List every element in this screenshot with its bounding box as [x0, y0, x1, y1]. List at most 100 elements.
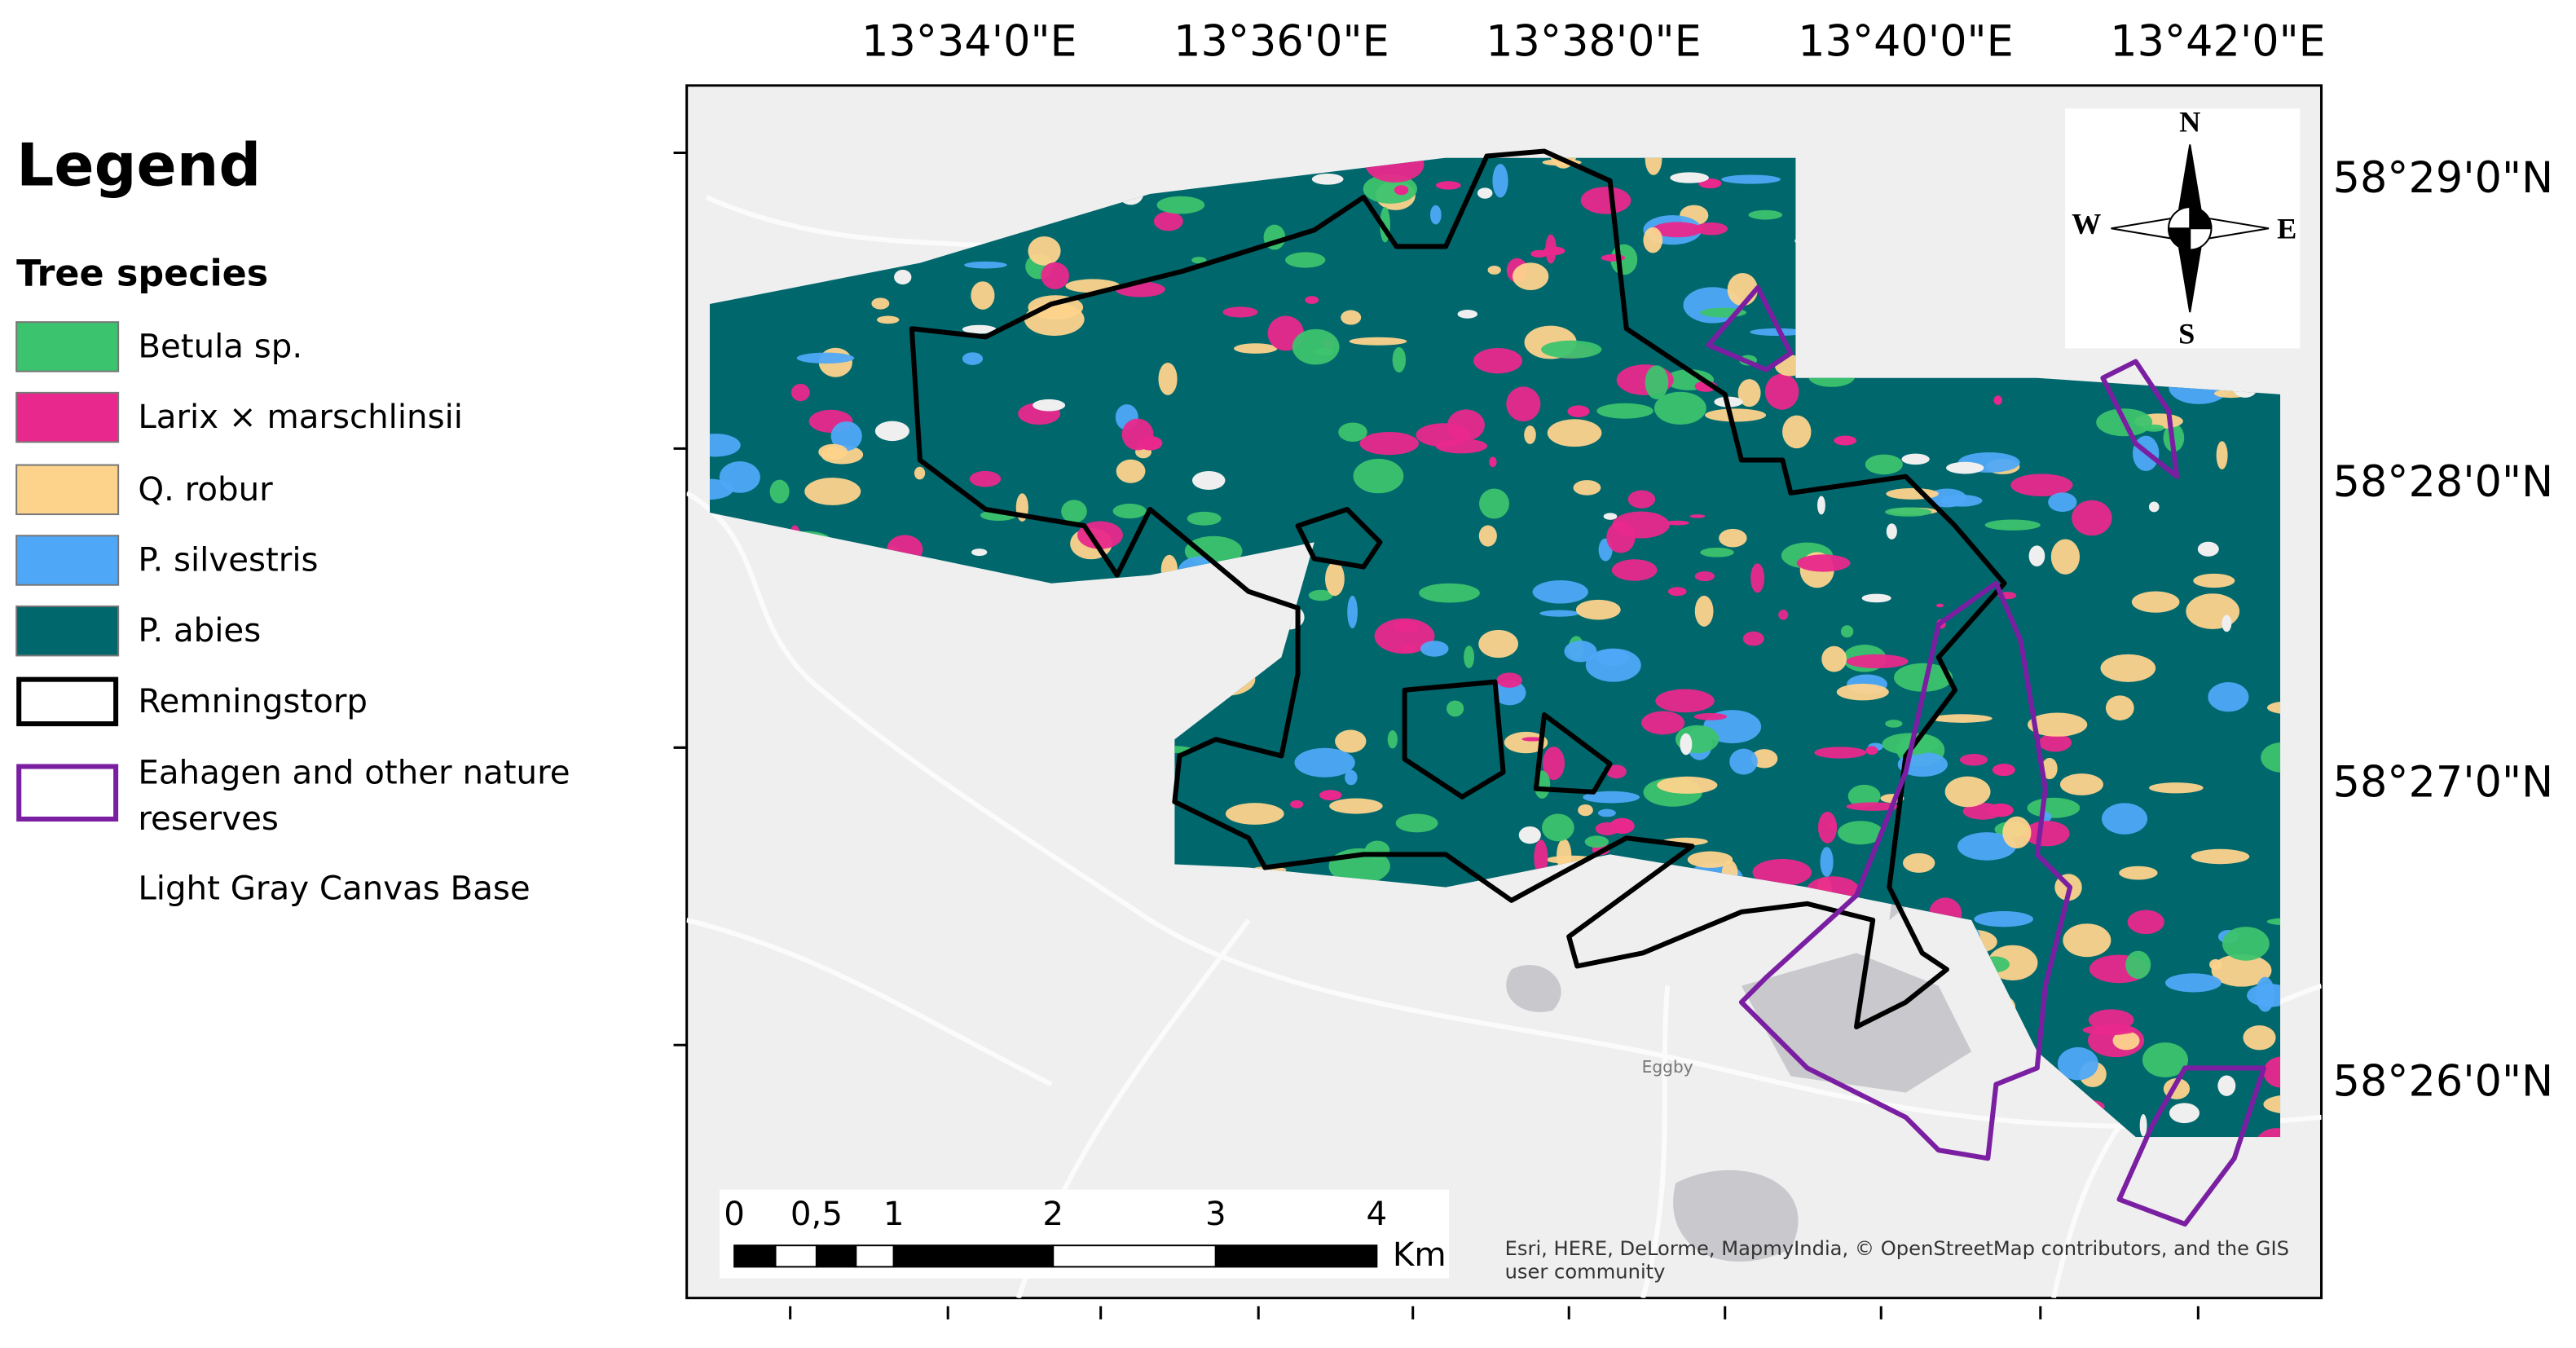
scale-bar-label: 2: [1042, 1195, 1063, 1233]
graticule-ticks: [673, 152, 2200, 1319]
larix-patch: [1290, 800, 1304, 808]
species-patch: [1363, 174, 1417, 204]
species-patch: [1627, 490, 1656, 509]
larix-patch: [1489, 456, 1497, 468]
species-patch: [1347, 595, 1358, 629]
species-patch: [1419, 583, 1480, 603]
species-patch: [1234, 343, 1278, 354]
longitude-label: 13°36'0"E: [1174, 16, 1389, 66]
species-patch: [2263, 1095, 2281, 1114]
species-patch: [1156, 196, 1205, 214]
clearing: [1033, 399, 1066, 412]
larix-patch: [1689, 514, 1706, 518]
species-patch: [1984, 519, 2041, 531]
species-patch: [1750, 749, 1778, 769]
legend-outline-swatch: [16, 764, 119, 822]
species-patch: [1446, 700, 1464, 717]
species-patch: [1041, 262, 1069, 289]
compass-south: S: [2178, 318, 2195, 350]
legend-label-box: Eahagen and other nature reserves: [138, 752, 570, 838]
species-patch: [1606, 521, 1636, 553]
clearing: [1680, 733, 1693, 755]
legend-swatch: [15, 321, 120, 372]
clearing: [894, 269, 912, 285]
attribution-box: Esri, HERE, DeLorme, MapmyIndia, © OpenS…: [1505, 1237, 2289, 1283]
species-patch: [1292, 328, 1340, 365]
remningstorp-boundary: [909, 148, 2007, 1030]
species-patch: [1225, 803, 1284, 825]
species-patch: [1191, 257, 1207, 264]
species-patch: [1957, 832, 2017, 861]
species-patch: [1314, 347, 1335, 356]
legend-swatch: [15, 535, 120, 586]
species-patch: [2050, 539, 2081, 575]
species-patch: [2072, 500, 2112, 536]
species-patch: [2216, 441, 2228, 469]
clearing: [1861, 593, 1891, 603]
species-patch: [1820, 847, 1834, 878]
species-patch: [1285, 252, 1326, 268]
species-patch: [1817, 811, 1838, 844]
species-patch: [1700, 547, 1734, 557]
species-patch: [1542, 747, 1565, 781]
clearing: [1670, 172, 1709, 183]
species-patch: [1840, 625, 1854, 638]
species-patch: [1061, 500, 1087, 523]
clearing: [1817, 496, 1825, 515]
species-patch: [1729, 748, 1758, 775]
species-patch: [2010, 474, 2073, 497]
coordinate-labels: 13°34'0"E 13°36'0"E 13°38'0"E 13°40'0"E 13°4…: [861, 16, 2553, 1106]
species-patch: [2100, 654, 2156, 682]
legend-outline-swatch: [16, 676, 119, 727]
clearing: [2222, 615, 2232, 632]
species-patch: [2255, 1128, 2281, 1138]
larix-patch: [1401, 644, 1416, 653]
species-patch: [1959, 754, 1988, 766]
species-patch: [2142, 1042, 2188, 1077]
compass-west: W: [2072, 208, 2101, 240]
species-patch: [2255, 976, 2275, 1012]
species-patch: [1478, 629, 1519, 659]
larix-patch: [1993, 395, 2002, 405]
legend-items: Betula sp. Larix × marschlinsii Q. robur P.…: [15, 321, 570, 838]
species-patch: [1836, 683, 1889, 701]
species-patch: [1374, 618, 1435, 654]
legend-swatch: [15, 464, 120, 516]
species-patch: [1541, 340, 1602, 359]
species-patch: [1643, 227, 1663, 253]
longitude-label: 13°34'0"E: [861, 16, 1077, 66]
species-patch: [2266, 918, 2281, 926]
species-patch: [1645, 365, 1669, 399]
scale-bar-label: 0: [724, 1195, 745, 1233]
species-patch: [964, 261, 1007, 269]
species-patch: [2002, 816, 2032, 849]
place-label: Eggby: [1642, 1057, 1693, 1077]
species-patch: [1583, 791, 1640, 804]
clearing: [1311, 174, 1344, 185]
basemap-label: Light Gray Canvas Base: [138, 870, 530, 908]
species-patch: [2119, 866, 2158, 880]
species-patch: [1814, 747, 1867, 759]
larix-patch: [1935, 603, 1944, 608]
compass-rose: [2111, 144, 2270, 313]
species-patch: [1487, 265, 1501, 275]
larix-patch: [1664, 520, 1689, 526]
species-patch: [1737, 379, 1761, 407]
legend-label: P. abies: [138, 611, 261, 650]
clearing: [1886, 523, 1897, 540]
species-patch: [1539, 610, 1579, 617]
species-patch: [1687, 851, 1733, 868]
species-patch: [719, 461, 760, 493]
larix-patch: [1667, 587, 1687, 597]
larix-patch: [1530, 249, 1548, 258]
species-patch: [1782, 415, 1812, 449]
species-patch: [1847, 784, 1881, 808]
species-patch: [1564, 641, 1597, 663]
larix-patch: [1305, 296, 1319, 304]
clearing: [1603, 513, 1618, 520]
species-patch: [1597, 808, 1616, 817]
species-patch: [969, 470, 1002, 487]
species-patch: [1112, 504, 1147, 519]
species-patch: [2057, 1046, 2098, 1081]
species-patch: [1584, 835, 1609, 848]
